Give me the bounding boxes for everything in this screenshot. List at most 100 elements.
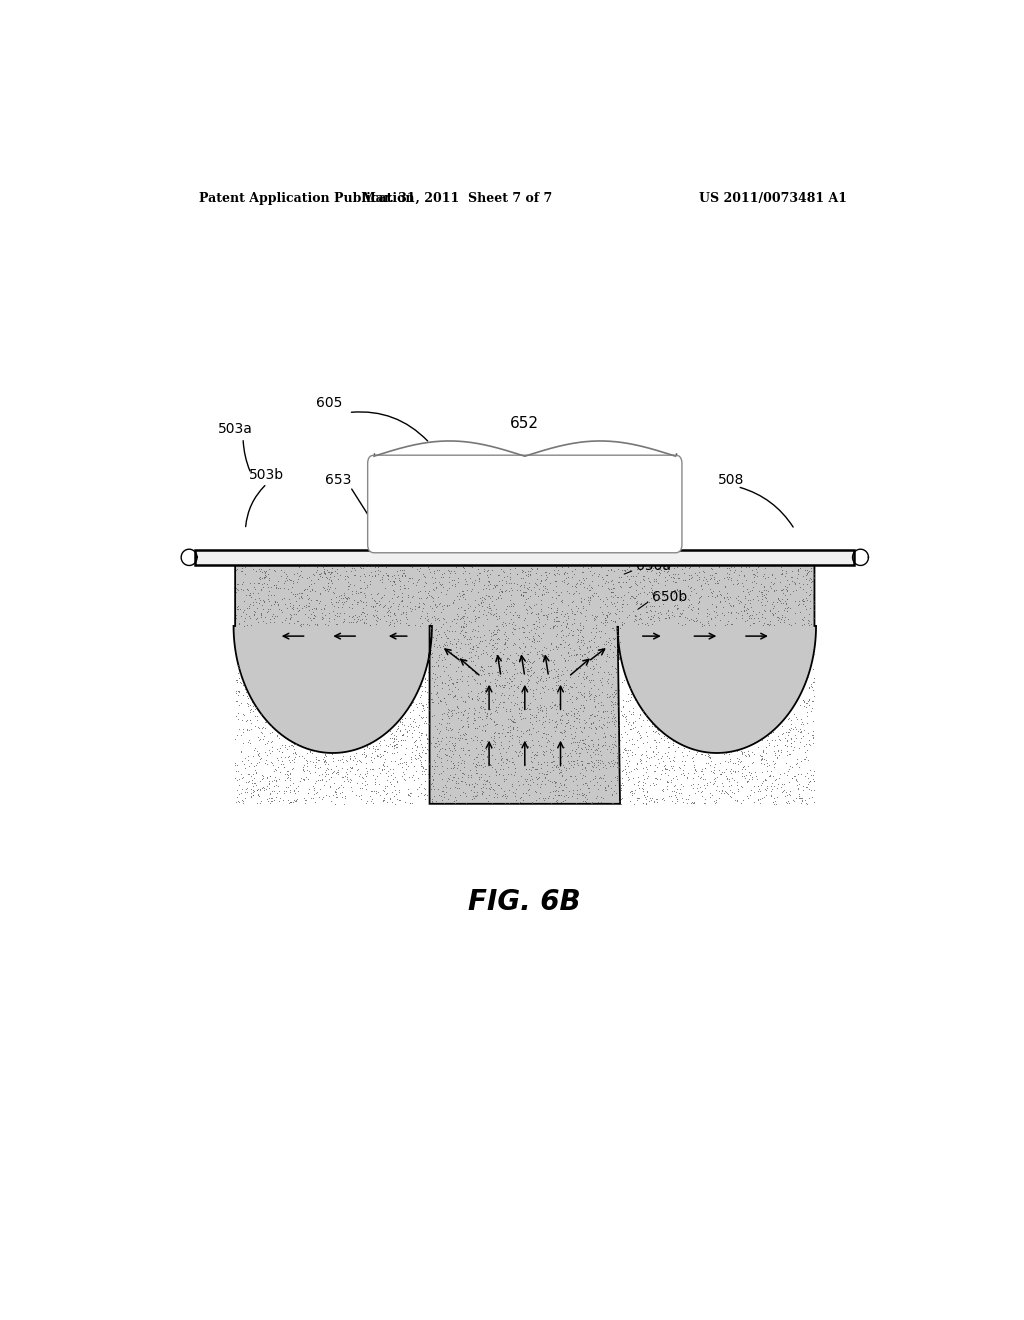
Point [461, 562, 477, 583]
Point [445, 752, 462, 774]
Point [337, 568, 353, 589]
Point [574, 784, 591, 805]
Point [429, 638, 445, 659]
Point [516, 577, 532, 598]
Point [232, 741, 249, 762]
Point [750, 775, 766, 796]
Point [513, 643, 529, 664]
Point [253, 605, 269, 626]
Point [531, 611, 548, 632]
Point [509, 564, 525, 585]
Point [805, 710, 821, 731]
Point [584, 663, 600, 684]
Point [395, 725, 412, 746]
Text: 650a: 650a [636, 560, 671, 573]
Point [289, 562, 305, 583]
Point [245, 558, 261, 579]
Point [699, 573, 716, 594]
Point [457, 626, 473, 647]
Point [581, 752, 597, 774]
Point [417, 759, 433, 780]
Point [227, 607, 244, 628]
Point [323, 791, 339, 812]
Point [454, 727, 470, 748]
Point [306, 772, 323, 793]
Point [520, 664, 537, 685]
Point [513, 692, 529, 713]
Point [694, 614, 711, 635]
Point [454, 717, 470, 738]
Point [424, 755, 440, 776]
Point [577, 766, 593, 787]
Point [351, 785, 368, 807]
Point [272, 560, 289, 581]
Point [662, 582, 678, 603]
Point [467, 709, 483, 730]
Point [633, 744, 649, 766]
Point [464, 665, 480, 686]
Point [484, 624, 501, 645]
Point [452, 727, 468, 748]
Point [618, 731, 635, 752]
Point [368, 605, 384, 626]
Point [473, 733, 489, 754]
Point [641, 570, 657, 591]
Point [721, 748, 737, 770]
Point [440, 701, 457, 722]
Point [378, 562, 394, 583]
Point [443, 701, 460, 722]
Point [433, 690, 450, 711]
Point [388, 771, 404, 792]
Point [551, 763, 567, 784]
Point [452, 725, 468, 746]
Point [570, 630, 587, 651]
Point [422, 561, 438, 582]
Point [380, 735, 396, 756]
Point [522, 660, 539, 681]
Point [399, 756, 416, 777]
Point [353, 777, 370, 799]
Point [556, 680, 572, 701]
Point [460, 686, 476, 708]
Point [764, 594, 780, 615]
Point [441, 640, 458, 661]
Point [687, 562, 703, 583]
Point [620, 743, 636, 764]
Point [240, 731, 256, 752]
Point [495, 576, 511, 597]
Point [467, 655, 483, 676]
Point [497, 631, 513, 652]
Point [761, 755, 777, 776]
Point [389, 734, 406, 755]
Point [470, 743, 486, 764]
Point [769, 607, 785, 628]
Point [380, 605, 396, 626]
Point [434, 595, 451, 616]
Point [483, 647, 500, 668]
Point [317, 766, 334, 787]
Point [315, 577, 332, 598]
Point [498, 742, 514, 763]
Point [607, 751, 624, 772]
Point [572, 590, 589, 611]
Point [264, 780, 281, 801]
Point [765, 603, 781, 624]
Point [421, 700, 437, 721]
Point [801, 610, 817, 631]
Point [488, 764, 505, 785]
Point [486, 576, 503, 597]
Point [664, 791, 680, 812]
Point [644, 557, 660, 578]
Point [544, 690, 560, 711]
Point [732, 751, 749, 772]
Point [316, 579, 333, 601]
Point [523, 558, 540, 579]
Point [581, 735, 597, 756]
Point [427, 568, 443, 589]
Point [267, 785, 284, 807]
Point [556, 606, 572, 627]
Point [251, 568, 267, 589]
Point [799, 560, 815, 581]
Point [589, 739, 605, 760]
Point [502, 721, 518, 742]
